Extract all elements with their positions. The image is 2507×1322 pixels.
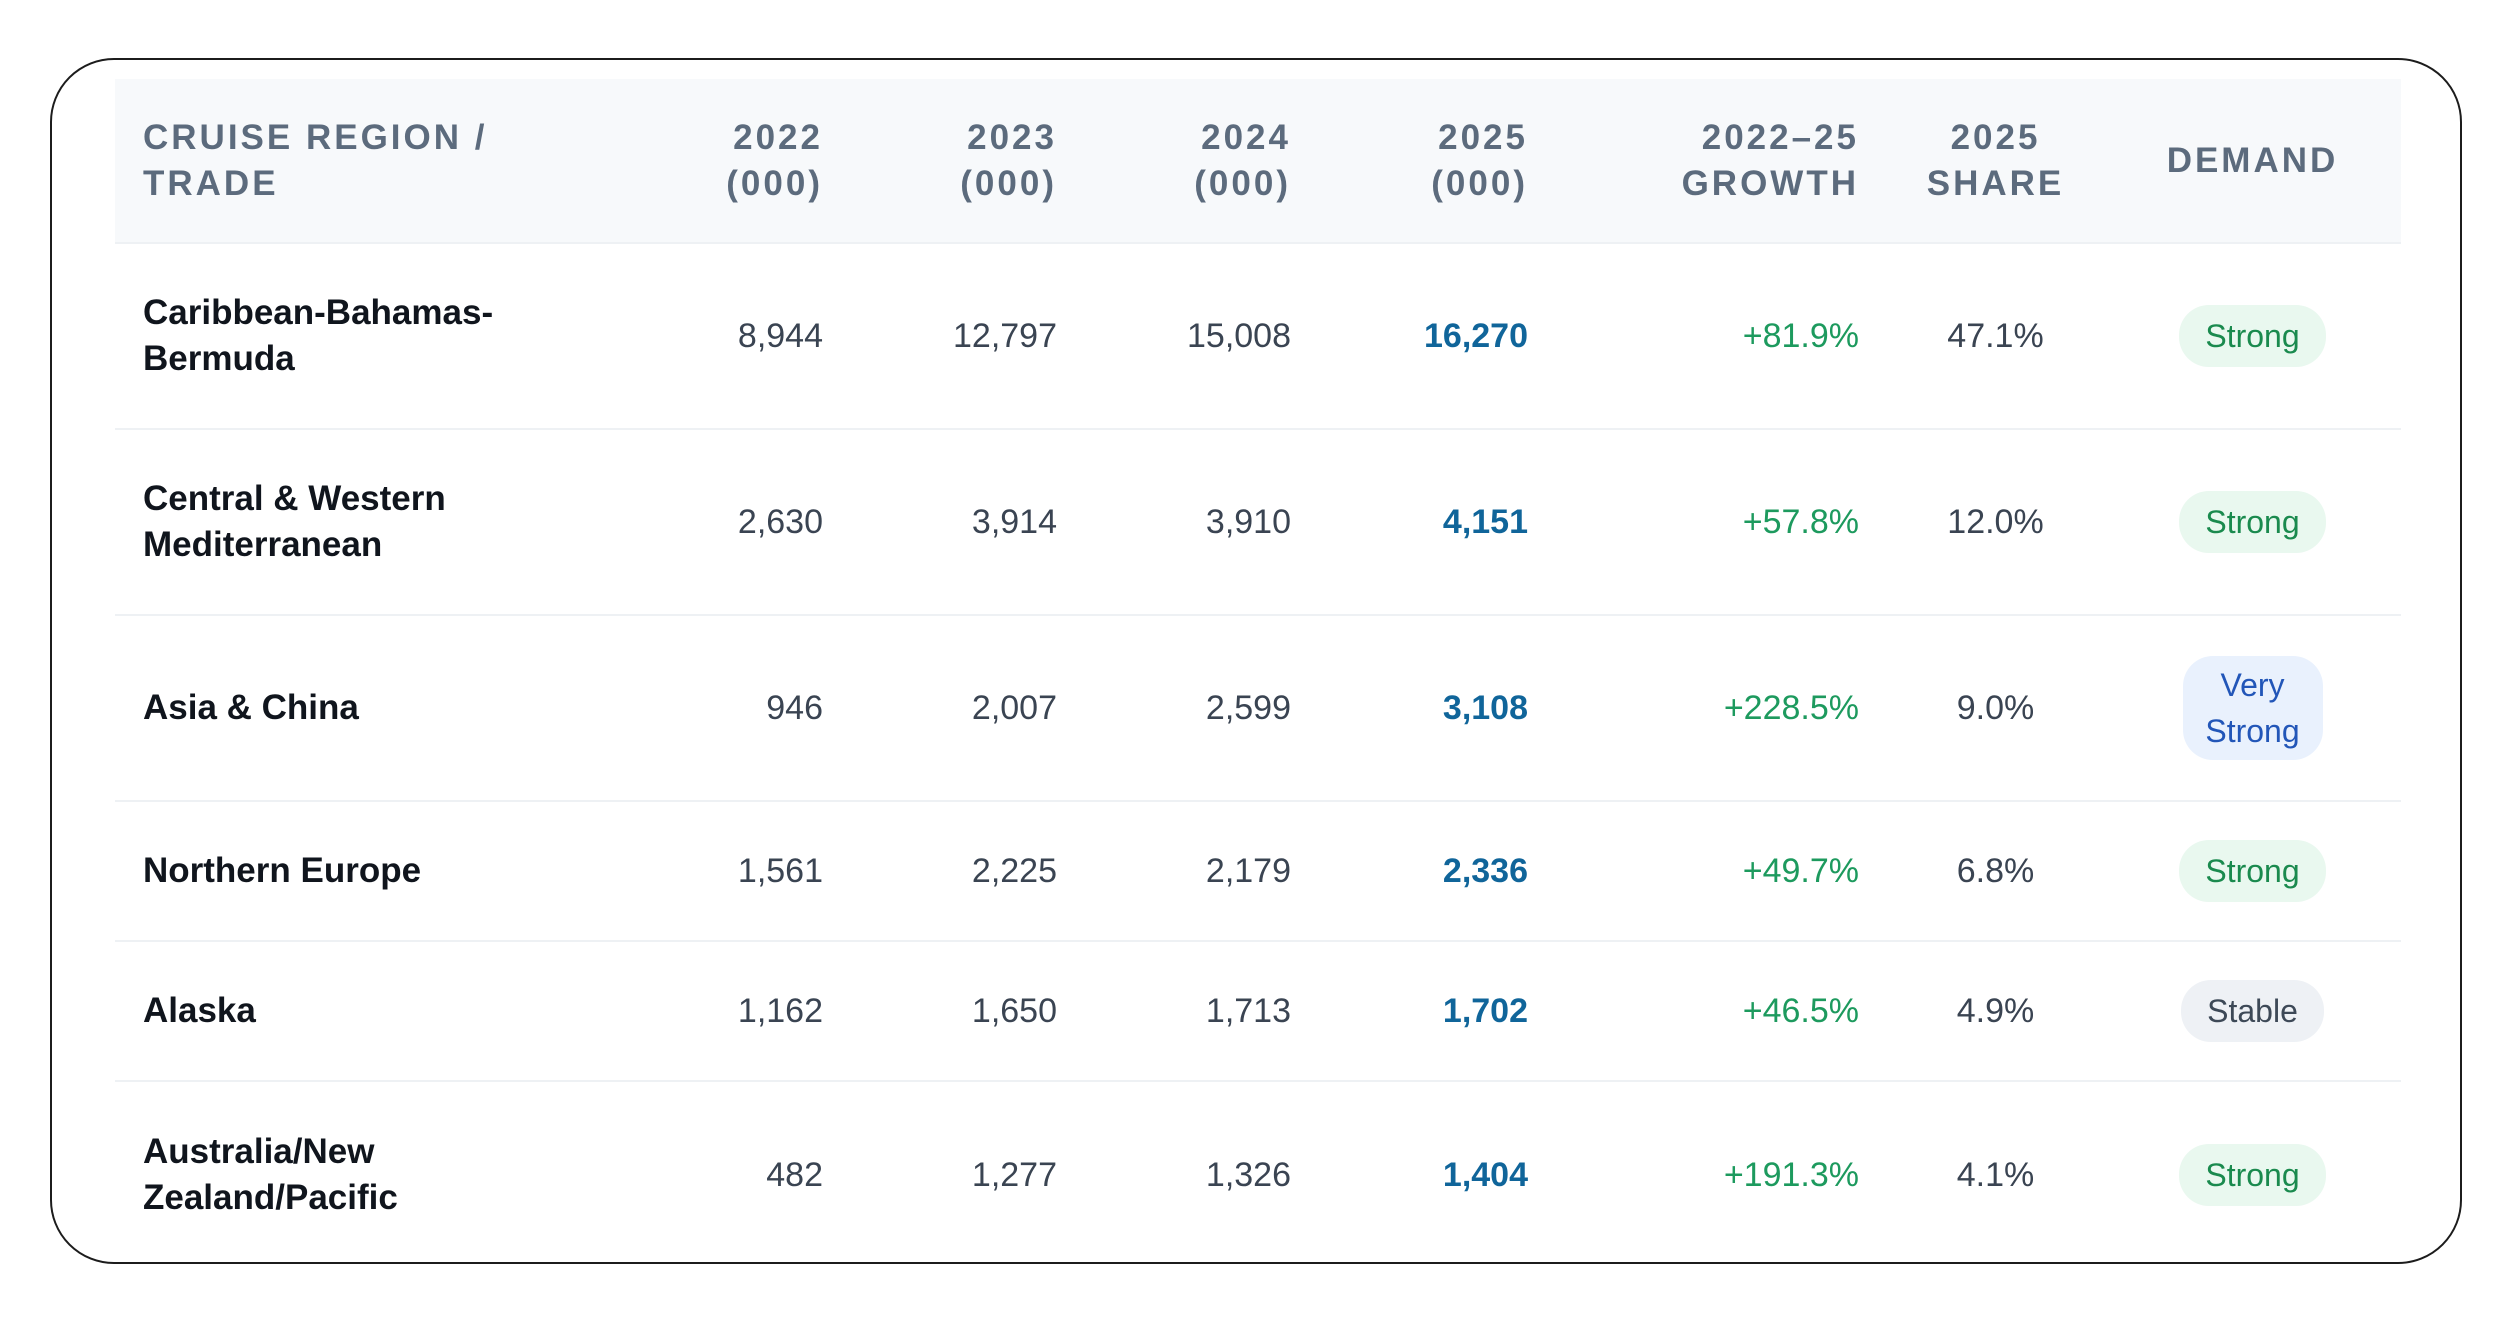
demand-badge: Very Strong: [2182, 656, 2323, 760]
header-growth: 2022–25 GROWTH: [1556, 79, 1887, 244]
cell-2023: 3,914: [851, 429, 1085, 616]
cell-demand: Very Strong: [2104, 615, 2401, 802]
cell-region: Northern Europe: [115, 801, 621, 942]
header-2024: 2024 (000): [1085, 79, 1319, 244]
table-row: Alaska 1,162 1,650 1,713 1,702 +46.5% 4.…: [115, 941, 2401, 1082]
cell-2025: 2,336: [1319, 801, 1556, 942]
header-demand: DEMAND: [2104, 79, 2401, 244]
table-row: Australia/New Zealand/Pacific 482 1,277 …: [115, 1081, 2401, 1262]
cell-2022: 1,561: [621, 801, 851, 942]
demand-badge: Stable: [2181, 980, 2324, 1042]
demand-badge: Strong: [2179, 840, 2326, 902]
cell-2023: 1,650: [851, 941, 1085, 1082]
cell-growth: +81.9%: [1556, 243, 1887, 430]
cell-2024: 3,910: [1085, 429, 1319, 616]
header-row: CRUISE REGION / TRADE 2022 (000) 2023 (0…: [115, 79, 2401, 244]
cell-region: Caribbean-Bahamas-Bermuda: [115, 243, 621, 430]
cell-2023: 2,225: [851, 801, 1085, 942]
cell-share: 9.0%: [1887, 615, 2104, 802]
cell-2025: 3,108: [1319, 615, 1556, 802]
cell-share: 4.1%: [1956, 1156, 2035, 1194]
table-row: Caribbean-Bahamas-Bermuda 8,944 12,797 1…: [115, 243, 2401, 430]
demand-badge: Strong: [2179, 305, 2326, 367]
header-region: CRUISE REGION / TRADE: [115, 79, 621, 244]
cell-2022: 482: [766, 1156, 823, 1194]
cell-2022: 1,162: [621, 941, 851, 1082]
cell-2025: 1,702: [1319, 941, 1556, 1082]
cell-demand: Strong: [2104, 243, 2401, 430]
cell-region: Asia & China: [115, 615, 621, 802]
cell-region: Australia/New Zealand/Pacific: [143, 1132, 398, 1217]
cell-demand: Strong: [2104, 429, 2401, 616]
cell-growth: +191.3%: [1723, 1156, 1859, 1194]
cell-share: 47.1%: [1887, 243, 2104, 430]
cell-growth: +46.5%: [1556, 941, 1887, 1082]
header-2022: 2022 (000): [621, 79, 851, 244]
cell-share: 6.8%: [1887, 801, 2104, 942]
cell-2022: 2,630: [621, 429, 851, 616]
cell-region: Alaska: [115, 941, 621, 1082]
cell-demand: Stable: [2104, 941, 2401, 1082]
cell-2023: 12,797: [851, 243, 1085, 430]
header-2025: 2025 (000): [1319, 79, 1556, 244]
table-row: Northern Europe 1,561 2,225 2,179 2,336 …: [115, 801, 2401, 942]
cell-demand: Strong: [2104, 1081, 2401, 1262]
cell-2025: 1,404: [1442, 1156, 1528, 1194]
cell-2023: 1,277: [971, 1156, 1057, 1194]
cell-2022: 946: [621, 615, 851, 802]
cell-growth: +49.7%: [1556, 801, 1887, 942]
cell-region: Central & Western Mediterranean: [115, 429, 621, 616]
cell-2023: 2,007: [851, 615, 1085, 802]
demand-badge: Strong: [2179, 1144, 2326, 1206]
demand-badge: Strong: [2179, 491, 2326, 553]
cell-2024: 15,008: [1085, 243, 1319, 430]
cell-2025: 4,151: [1319, 429, 1556, 616]
cell-2025: 16,270: [1319, 243, 1556, 430]
cell-share: 4.9%: [1887, 941, 2104, 1082]
cell-growth: +228.5%: [1556, 615, 1887, 802]
table-row: Asia & China 946 2,007 2,599 3,108 +228.…: [115, 615, 2401, 802]
cell-2024: 1,713: [1085, 941, 1319, 1082]
cell-2022: 8,944: [621, 243, 851, 430]
table-row: Central & Western Mediterranean 2,630 3,…: [115, 429, 2401, 616]
cruise-region-table: CRUISE REGION / TRADE 2022 (000) 2023 (0…: [115, 79, 2401, 1262]
header-share: 2025 SHARE: [1887, 79, 2104, 244]
cell-growth: +57.8%: [1556, 429, 1887, 616]
cell-2024: 2,599: [1085, 615, 1319, 802]
cell-share: 12.0%: [1887, 429, 2104, 616]
cell-demand: Strong: [2104, 801, 2401, 942]
header-2023: 2023 (000): [851, 79, 1085, 244]
table-card: CRUISE REGION / TRADE 2022 (000) 2023 (0…: [50, 58, 2462, 1264]
cell-2024: 1,326: [1205, 1156, 1291, 1194]
cell-2024: 2,179: [1085, 801, 1319, 942]
